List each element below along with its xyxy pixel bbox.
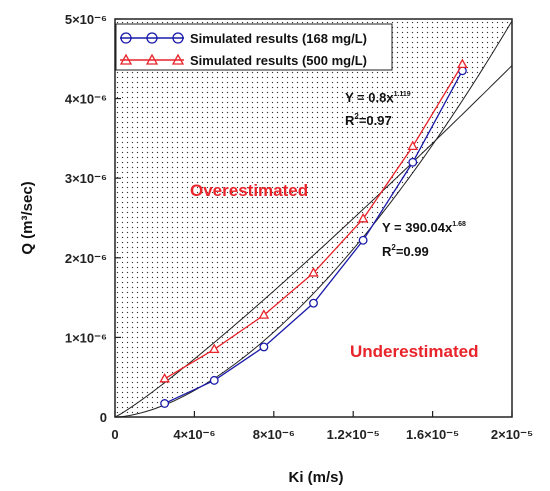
data-point-2: [159, 372, 170, 383]
x-tick-label: 1.6×10⁻⁵: [406, 427, 459, 442]
fit-equation-2-body: Y = 390.04x: [382, 220, 453, 235]
fit-equation-1: Y = 0.8x1.119: [345, 90, 411, 105]
data-point-2: [308, 267, 319, 277]
x-tick-labels: 0 4×10⁻⁶ 8×10⁻⁶ 1.2×10⁻⁵ 1.6×10⁻⁵ 2×10⁻⁵: [111, 427, 533, 442]
fit-equation-2: Y = 390.04x1.68: [382, 220, 466, 235]
x-tick-label: 1.2×10⁻⁵: [327, 427, 380, 442]
legend: Simulated results (168 mg/L) Simulated r…: [115, 23, 393, 71]
legend-marker-168: [120, 32, 132, 44]
data-point-1: [358, 235, 368, 245]
fit-equation-2-exponent: 1.68: [452, 221, 466, 228]
data-point-1: [408, 157, 418, 167]
legend-marker-500: [171, 53, 185, 65]
x-axis-title: Ki (m/s): [288, 469, 343, 486]
plot-frame: [114, 18, 513, 418]
data-point-2: [357, 212, 369, 223]
legend-marker-168: [172, 32, 184, 44]
data-point-2: [258, 309, 270, 319]
legend-label-168: Simulated results (168 mg/L): [190, 31, 367, 46]
fit-r2-1: R2=0.97: [345, 112, 392, 128]
series-layer: [159, 58, 468, 408]
y-tick-label: 4×10⁻⁶: [65, 92, 107, 107]
legend-marker-500: [119, 53, 133, 65]
y-tick-label: 0: [100, 410, 107, 425]
y-tick-label: 2×10⁻⁶: [65, 251, 107, 266]
data-point-2: [407, 140, 419, 151]
fit-equation-1-exponent: 1.119: [394, 91, 411, 98]
fit-r2-2-r: R: [382, 244, 392, 259]
x-tick-label: 8×10⁻⁶: [253, 427, 295, 442]
fit-r2-1-r: R: [345, 113, 355, 128]
data-point-2: [457, 58, 468, 69]
fit-curve-2: [114, 20, 513, 418]
y-tick-label: 3×10⁻⁶: [65, 171, 107, 186]
region-label-overestimated: Overestimated: [190, 181, 308, 200]
fit-equation-1-body: Y = 0.8x: [345, 90, 394, 105]
x-tick-label: 0: [111, 427, 118, 442]
y-tick-label: 5×10⁻⁶: [65, 12, 107, 27]
fit-r2-1-val: =0.97: [359, 113, 392, 128]
y-tick-labels: 0 1×10⁻⁶ 2×10⁻⁶ 3×10⁻⁶ 4×10⁻⁶ 5×10⁻⁶: [65, 12, 107, 425]
data-point-2: [208, 343, 220, 353]
y-tick-label: 1×10⁻⁶: [65, 330, 107, 345]
fit-r2-1-sup: 2: [354, 112, 359, 121]
data-point-1: [259, 342, 269, 352]
data-point-1: [209, 375, 219, 385]
legend-marker-168: [146, 32, 158, 44]
tick-marks: [114, 18, 513, 418]
legend-label-500: Simulated results (500 mg/L): [190, 53, 367, 68]
x-tick-label: 2×10⁻⁵: [491, 427, 533, 442]
data-point-1: [160, 399, 170, 408]
data-point-1: [309, 298, 318, 308]
overestimated-shading: [115, 19, 512, 417]
y-axis-title: Q (m³/sec): [19, 181, 36, 254]
x-tick-label: 4×10⁻⁶: [173, 427, 215, 442]
fit-r2-2-sup: 2: [391, 243, 396, 252]
region-label-underestimated: Underestimated: [350, 342, 478, 361]
legend-box: [115, 23, 393, 71]
legend-marker-500: [145, 53, 159, 65]
shading-layer: [115, 19, 512, 417]
fit-r2-2-val: =0.99: [396, 244, 429, 259]
fit-r2-2: R2=0.99: [382, 243, 429, 259]
